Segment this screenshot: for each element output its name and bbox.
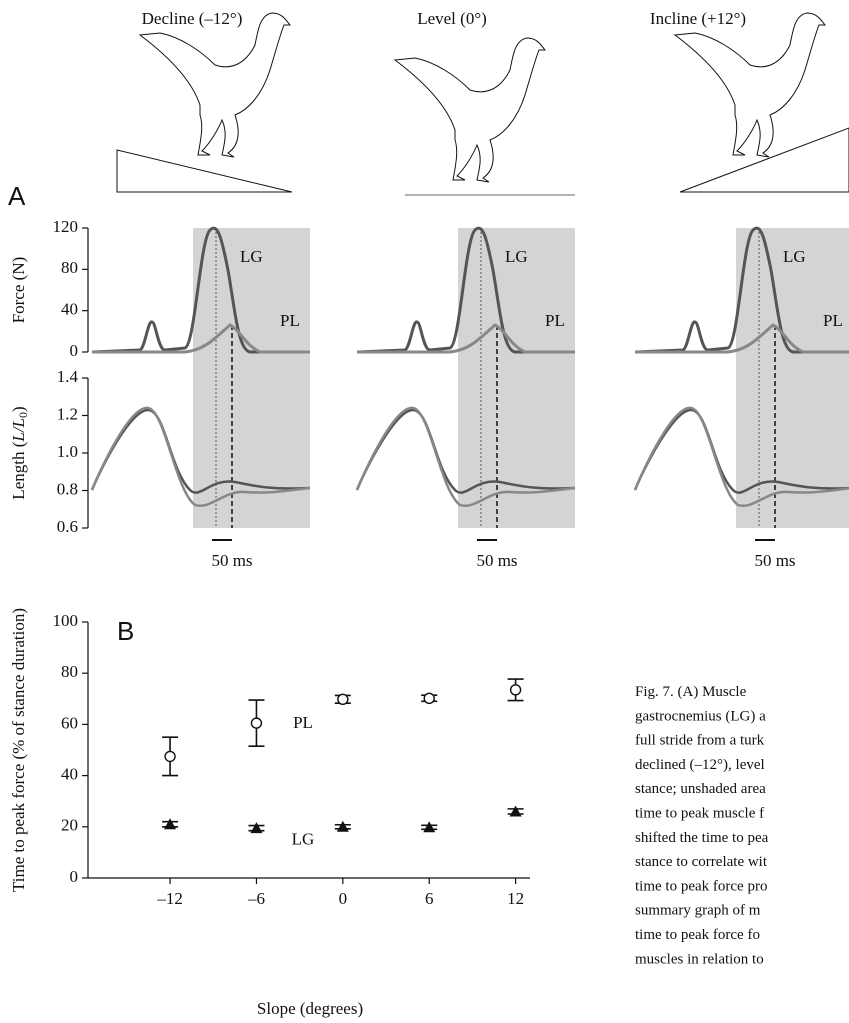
y-tick-label: 1.0 (57, 442, 78, 461)
caption-line: stance; unshaded area (635, 781, 766, 797)
y-tick-label: 80 (61, 258, 78, 277)
caption-line: summary graph of m (635, 903, 761, 919)
panel-a: Decline (–12°) LG PL 50 ms Level (0°) LG PL 50 … (9, 9, 849, 570)
stance-shading (736, 228, 849, 528)
y-tick-label: 40 (61, 300, 78, 319)
data-point (423, 821, 436, 833)
trace-group: LG PL 50 ms (633, 226, 849, 570)
condition-title: Level (0°) (417, 9, 487, 28)
bird-drawing (139, 12, 291, 158)
bird-drawing (674, 12, 826, 158)
y-tick-label: 80 (61, 662, 78, 681)
y-tick-label: 1.4 (57, 367, 79, 386)
caption-line: time to peak force fo (635, 927, 760, 943)
trace-group: LG PL 50 ms (90, 226, 311, 570)
series-label: PL (293, 713, 313, 732)
y-axis-label: Time to peak force (% of stance duration… (9, 608, 28, 892)
trace-label: PL (823, 311, 843, 330)
trace-label: LG (240, 247, 263, 266)
scale-label: 50 ms (211, 551, 252, 570)
scale-label: 50 ms (754, 551, 795, 570)
y-tick-label: 0 (70, 341, 79, 360)
y-tick-label: 100 (53, 611, 79, 630)
lg-length-trace (355, 408, 576, 494)
panel-b: B 0 20 40 60 80 100 –12 –6 0 6 12 Slope (degrees) Tim… (9, 608, 530, 1018)
y-tick-label: 0 (70, 867, 79, 886)
caption: Fig. 7. (A) Muscle gastrocnemius (LG) a fu… (635, 684, 769, 967)
y-tick-label: 40 (61, 765, 78, 784)
lg-force-trace (634, 226, 849, 354)
data-point (164, 818, 177, 830)
pl-force-trace (357, 323, 575, 354)
x-tick-label: –6 (247, 889, 265, 908)
force-axis-label: Force (N) (9, 257, 28, 324)
lg-length-trace (633, 408, 849, 494)
series-label: LG (292, 830, 315, 849)
y-tick-label: 60 (61, 713, 78, 732)
caption-line: Fig. 7. (A) Muscle (635, 684, 747, 700)
bird-drawing (394, 37, 546, 183)
data-point (509, 684, 522, 696)
y-tick-label: 1.2 (57, 404, 78, 423)
condition-title: Incline (+12°) (650, 9, 746, 28)
caption-line: declined (–12°), level (635, 757, 765, 773)
lg-force-trace (356, 226, 575, 354)
data-point (337, 693, 349, 706)
caption-line: time to peak force pro (635, 878, 767, 894)
condition-title: Decline (–12°) (142, 9, 243, 28)
pl-length-trace (355, 406, 576, 508)
y-tick-label: 0.6 (57, 517, 78, 536)
length-axis-label: Length (L/L0) (9, 406, 30, 499)
caption-line: time to peak muscle f (635, 806, 764, 822)
trace-group: LG PL 50 ms (355, 226, 576, 570)
y-tick-label: 120 (53, 217, 79, 236)
decline-ramp (116, 149, 293, 193)
pl-length-trace (633, 406, 849, 508)
x-tick-label: 0 (339, 889, 348, 908)
pl-force-trace (92, 323, 310, 354)
pl-force-trace (635, 323, 849, 354)
label-part: ) (9, 406, 28, 412)
caption-line: stance to correlate wit (635, 854, 768, 870)
y-tick-label: 20 (61, 816, 78, 835)
x-axis-label: Slope (degrees) (257, 999, 363, 1018)
data-point (250, 717, 263, 729)
trace-label: PL (280, 311, 300, 330)
lg-force-trace (91, 226, 310, 354)
incline-ramp (679, 127, 849, 193)
y-tick-label: 0.8 (57, 479, 78, 498)
pl-length-trace (90, 406, 311, 508)
x-tick-label: 12 (507, 889, 524, 908)
data-point (250, 822, 263, 834)
caption-line: shifted the time to pea (635, 830, 769, 846)
caption-line: muscles in relation to (635, 951, 764, 967)
label-part: Length ( (9, 441, 28, 499)
data-point (423, 692, 435, 704)
caption-line: full stride from a turk (635, 733, 765, 749)
trace-label: LG (783, 247, 806, 266)
label-part: 0 (16, 412, 30, 418)
panel-label: A (8, 181, 26, 211)
x-tick-label: –12 (156, 889, 183, 908)
label-part: L/L (9, 418, 28, 443)
lg-length-trace (90, 408, 311, 494)
data-point (164, 750, 176, 763)
x-tick-label: 6 (425, 889, 434, 908)
data-point (336, 820, 349, 832)
trace-label: PL (545, 311, 565, 330)
panel-label: B (117, 616, 134, 646)
caption-line: gastrocnemius (LG) a (635, 708, 766, 724)
scale-label: 50 ms (476, 551, 517, 570)
stance-shading (458, 228, 575, 528)
data-point (509, 805, 522, 817)
stance-shading (193, 228, 310, 528)
trace-label: LG (505, 247, 528, 266)
